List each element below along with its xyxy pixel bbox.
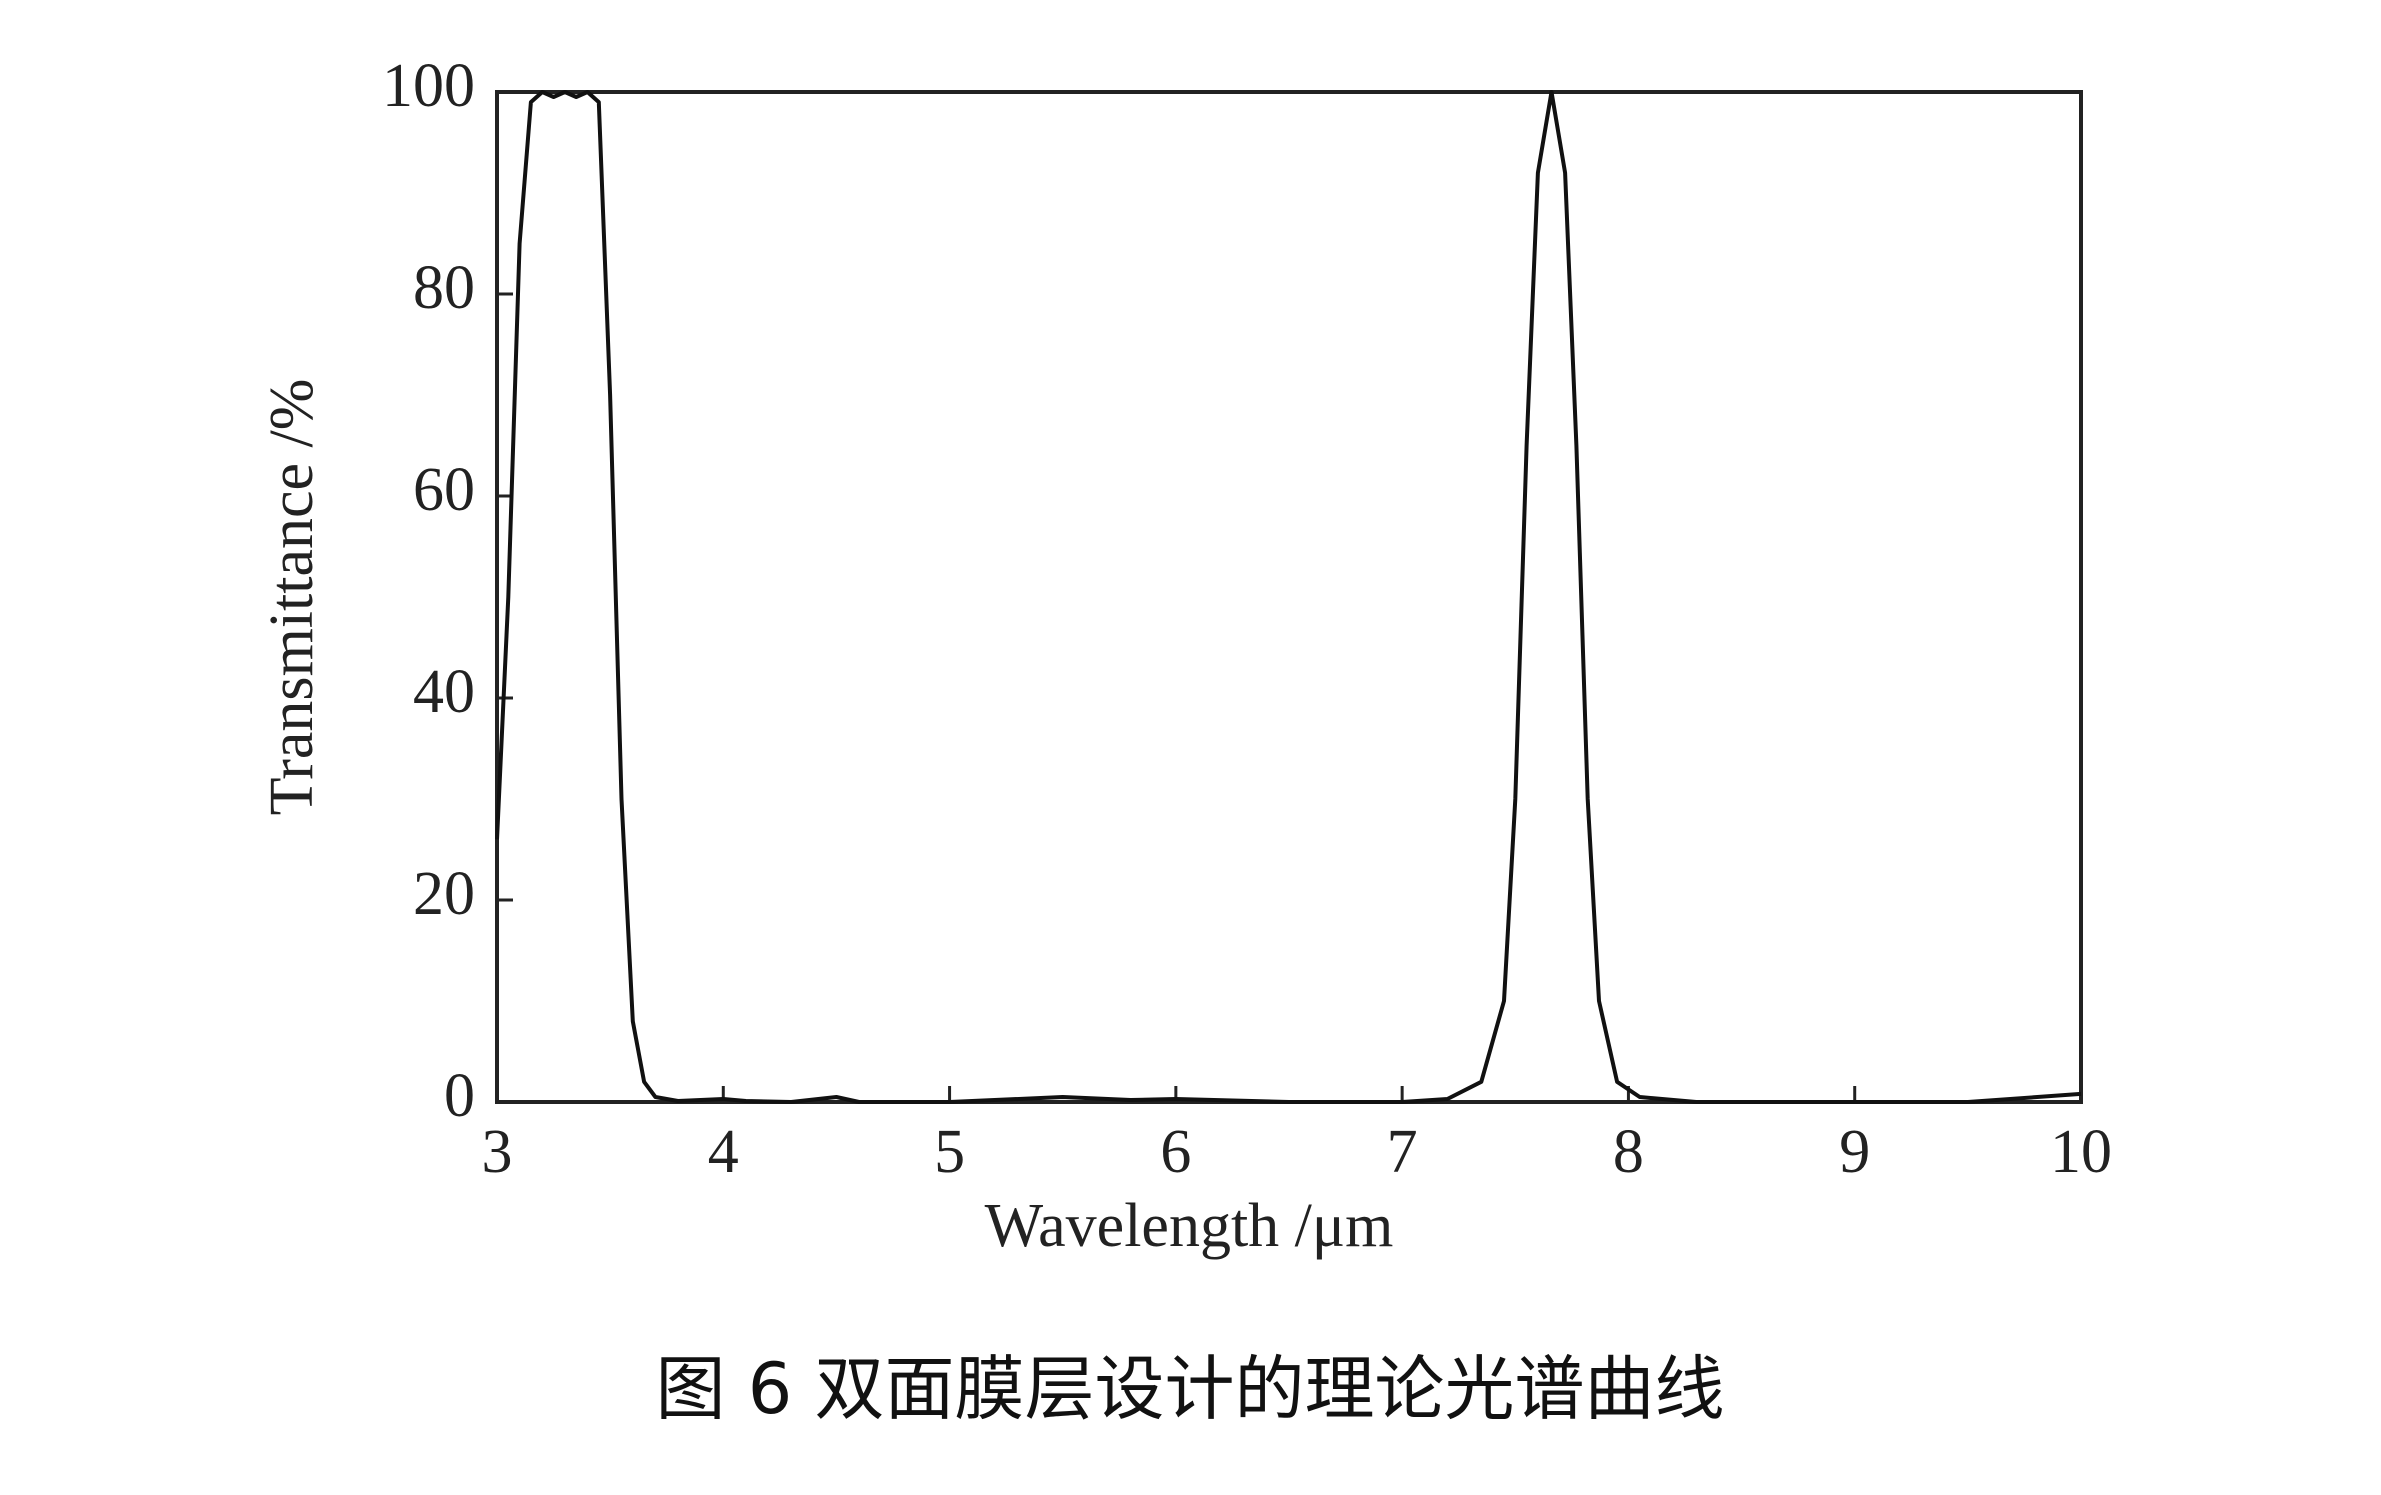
- plot-frame: [495, 90, 2083, 1104]
- y-tick-label: 40: [413, 658, 475, 726]
- y-tick-label: 20: [413, 860, 475, 928]
- x-tick-label: 6: [1160, 1118, 1191, 1186]
- data-line: [495, 90, 2082, 1104]
- figure-caption: 图 6 双面膜层设计的理论光谱曲线: [655, 1348, 1724, 1430]
- x-tick-label: 10: [2050, 1118, 2112, 1186]
- y-tick-label: 60: [413, 456, 475, 524]
- x-tick-label: 7: [1387, 1118, 1418, 1186]
- x-tick-label: 8: [1613, 1118, 1644, 1186]
- y-tick-label: 80: [413, 254, 475, 322]
- y-tick-label: 100: [382, 52, 475, 120]
- y-axis-label: Transmittance /%: [258, 379, 326, 816]
- x-axis-label: Wavelength /μm: [985, 1192, 1394, 1260]
- x-tick-label: 5: [934, 1118, 965, 1186]
- y-tick-label: 0: [444, 1062, 475, 1130]
- x-tick-label: 4: [708, 1118, 739, 1186]
- x-tick-label: 9: [1839, 1118, 1870, 1186]
- x-tick-label: 3: [482, 1118, 513, 1186]
